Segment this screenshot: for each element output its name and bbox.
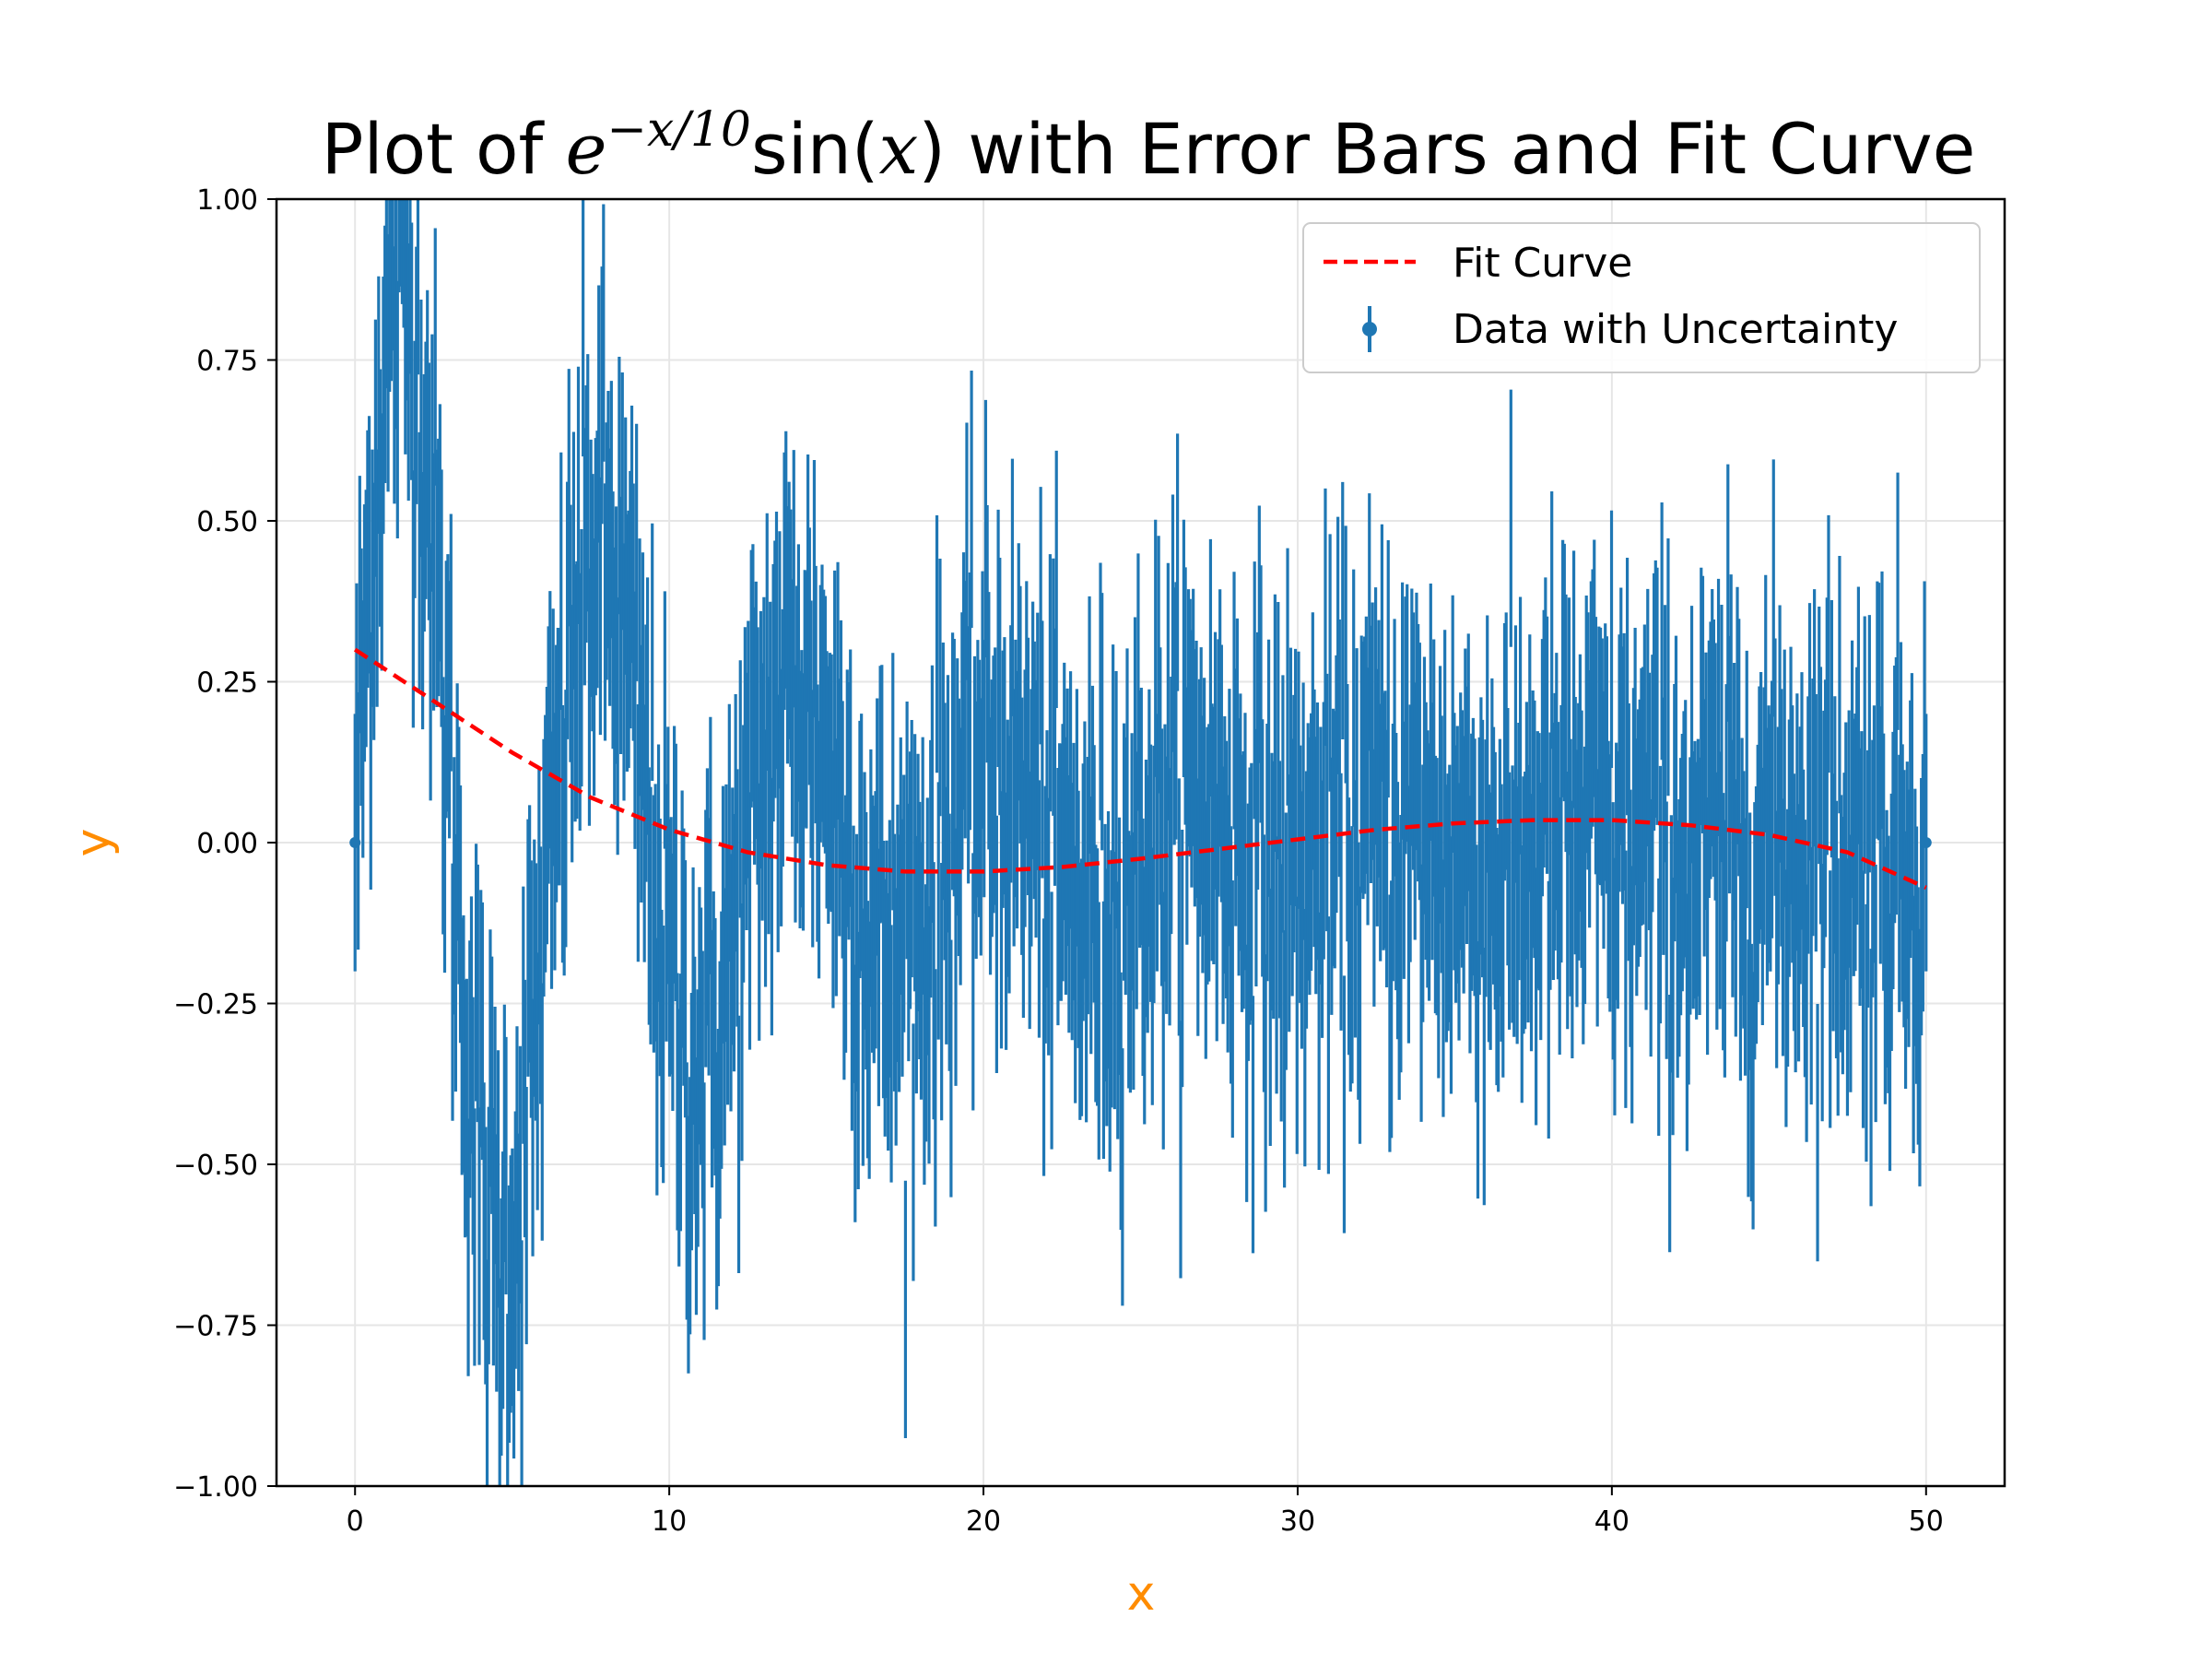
y-axis-title: y — [65, 829, 121, 857]
y-tick-label: 0.50 — [196, 506, 258, 538]
y-tick-label: −0.25 — [173, 989, 258, 1021]
fit-curve-line — [353, 647, 1927, 890]
legend-errorbar-marker — [1362, 322, 1377, 336]
x-tick-label: 40 — [1594, 1505, 1630, 1538]
legend: Fit Curve Data with Uncertainty — [1302, 222, 1981, 373]
legend-fit-label: Fit Curve — [1453, 240, 1632, 287]
x-tick-label: 0 — [347, 1505, 364, 1538]
data-point — [349, 837, 361, 848]
x-tick-label: 10 — [652, 1505, 687, 1538]
x-axis-title: x — [1127, 1566, 1156, 1622]
y-tick-label: 0.75 — [196, 346, 258, 378]
y-tick-label: −1.00 — [173, 1471, 258, 1504]
data-point — [1920, 837, 1932, 848]
chart-title: Plot of e−x/10sin(x) with Error Bars and… — [322, 102, 1976, 190]
fit-layer — [353, 647, 1927, 890]
x-tick-label: 20 — [966, 1505, 1001, 1538]
x-tick-label: 30 — [1280, 1505, 1315, 1538]
x-tick-label: 50 — [1909, 1505, 1944, 1538]
y-tick-label: 0.25 — [196, 667, 258, 700]
y-tick-label: −0.50 — [173, 1150, 258, 1182]
legend-box — [1302, 222, 1981, 373]
legend-data-label: Data with Uncertainty — [1453, 306, 1898, 353]
y-tick-label: 1.00 — [196, 184, 258, 217]
y-tick-label: −0.75 — [173, 1311, 258, 1343]
y-tick-label: 0.00 — [196, 828, 258, 860]
axis-ticks: 0 10 20 30 40 50 −1.00 −0.75 −0.50 −0.25 0.00 0.25 0… — [173, 184, 1944, 1538]
plot-area — [349, 199, 1932, 1486]
